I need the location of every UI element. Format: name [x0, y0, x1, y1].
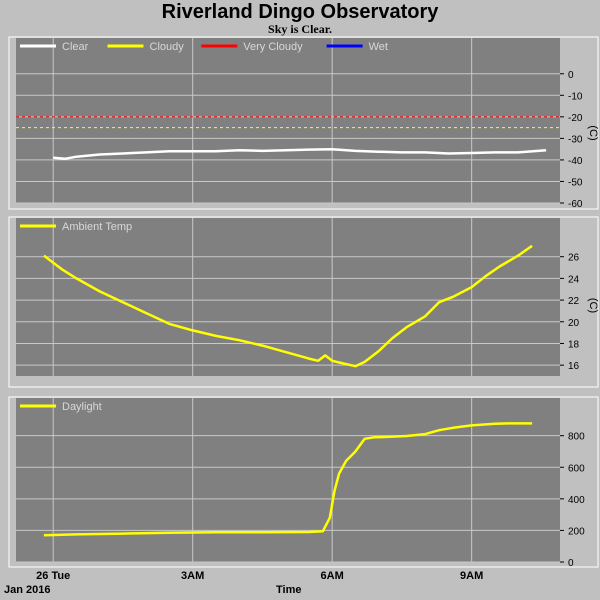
y-tick-label: 16 [568, 361, 580, 372]
sky-status: Sky is Clear. [268, 22, 332, 36]
y-axis-label: (C) [587, 125, 599, 140]
y-tick-label: 800 [568, 432, 585, 443]
sky-temp-chart: 0 -10 -20 -30 -40 -50 -60 Clear Cloudy Very Cloud… [8, 36, 599, 210]
y-tick-label: 22 [568, 296, 580, 307]
x-axis-label: Time [276, 584, 302, 596]
plot-area [16, 38, 560, 203]
legend-label: Very Cloudy [243, 41, 303, 53]
plot-area [16, 218, 560, 376]
date-label: Jan 2016 [4, 584, 51, 596]
series-line-clear [53, 147, 547, 161]
series-line-daylight [43, 422, 533, 537]
legend-label: Wet [369, 41, 388, 53]
plot-area [16, 398, 560, 562]
y-tick-label: 600 [568, 463, 585, 474]
y-tick-label: -20 [568, 113, 583, 124]
y-tick-label: -30 [568, 134, 583, 145]
y-tick-label: 200 [568, 526, 585, 537]
legend-item: Clear [20, 41, 89, 53]
y-axis-label: (C) [587, 298, 599, 313]
legend-item: Daylight [20, 401, 102, 413]
x-tick-label: 6AM [320, 570, 344, 582]
page-title: Riverland Dingo Observatory [161, 1, 439, 23]
legend-item: Very Cloudy [201, 41, 303, 53]
y-tick-label: 18 [568, 339, 580, 350]
legend-label: Ambient Temp [62, 221, 132, 233]
ambient-temp-chart: 16 18 20 22 24 26 Ambient Temp (C) [8, 216, 599, 388]
x-tick-label: 26 Tue [36, 570, 71, 582]
y-tick-label: 400 [568, 495, 585, 506]
x-tick-label: 9AM [460, 570, 484, 582]
legend-item: Cloudy [107, 41, 185, 53]
legend-label: Clear [62, 41, 89, 53]
y-tick-label: -60 [568, 199, 583, 210]
daylight-chart: 0 200 400 600 800 Daylight [8, 396, 599, 569]
y-tick-label: -10 [568, 91, 583, 102]
y-tick-label: 0 [568, 70, 574, 81]
y-tick-label: -50 [568, 177, 583, 188]
y-tick-label: 0 [568, 558, 574, 569]
y-tick-label: -40 [568, 156, 583, 167]
y-tick-label: 26 [568, 253, 580, 264]
y-tick-label: 24 [568, 274, 580, 285]
legend-item: Wet [326, 41, 388, 53]
y-tick-label: 20 [568, 318, 580, 329]
legend-label: Cloudy [150, 41, 185, 53]
legend-item: Ambient Temp [20, 221, 132, 233]
series-line-ambient-temp [43, 244, 533, 368]
x-tick-label: 3AM [181, 570, 205, 582]
legend-label: Daylight [62, 401, 102, 413]
